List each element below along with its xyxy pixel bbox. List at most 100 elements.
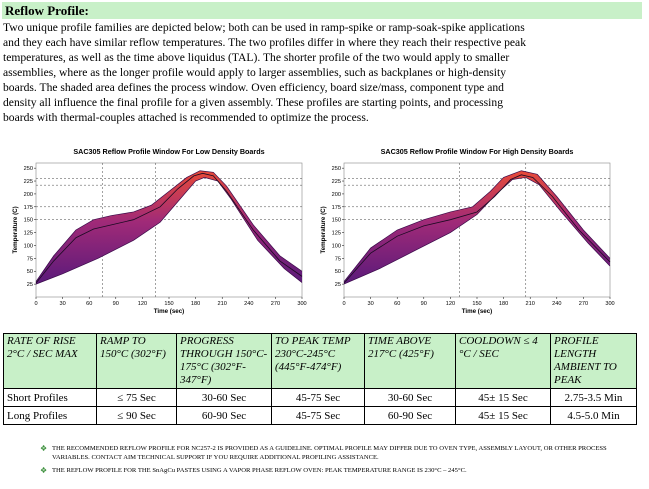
header-ramp: RAMP TO 150°C (302°F) [96, 333, 177, 389]
note-text: THE RECOMMENDED REFLOW PROFILE FOR NC257… [52, 445, 607, 461]
note-item: ❖ THE REFLOW PROFILE FOR THE SnAgCu PAST… [40, 466, 640, 475]
x-tick-label: 240 [552, 301, 561, 307]
table-row: Long Profiles ≤ 90 Sec 60-90 Sec 45-75 S… [3, 406, 637, 425]
table-cell: 4.5-5.0 Min [550, 406, 637, 425]
notes-list: ❖ THE RECOMMENDED REFLOW PROFILE FOR NC2… [40, 444, 640, 479]
intro-line: density all influence the final profile … [3, 96, 503, 109]
lower-limit-line [35, 177, 303, 285]
intro-line: assemblies, where as the longer profile … [3, 66, 507, 79]
x-tick-label: 150 [164, 301, 173, 307]
x-tick-label: 0 [342, 301, 345, 307]
x-tick-label: 30 [367, 301, 373, 307]
chart-title: SAC305 Reflow Profile Window For Low Den… [73, 147, 264, 156]
y-axis-label: Temperature (C) [12, 206, 19, 253]
table-cell: 45-75 Sec [271, 406, 365, 425]
x-axis-label: Time (sec) [462, 308, 493, 315]
table-row: Short Profiles ≤ 75 Sec 30-60 Sec 45-75 … [3, 388, 637, 407]
y-axis-label: Temperature (C) [320, 206, 327, 253]
table-cell: 30-60 Sec [176, 388, 272, 407]
table-cell: ≤ 75 Sec [96, 388, 177, 407]
intro-line: boards. The shaded area defines the proc… [3, 81, 504, 94]
intro-paragraph: Two unique profile families are depicted… [3, 20, 645, 125]
plot-area [343, 162, 611, 298]
x-tick-label: 300 [297, 301, 306, 307]
y-tick-label: 125 [24, 231, 33, 237]
y-tick-label: 250 [332, 166, 341, 172]
upper-limit-line [343, 170, 611, 282]
x-tick-label: 270 [579, 301, 588, 307]
diamond-bullet-icon: ❖ [40, 444, 48, 453]
chart-title: SAC305 Reflow Profile Window For High De… [381, 147, 574, 156]
profile-spec-table: RATE OF RISE 2°C / SEC MAX RAMP TO 150°C… [3, 333, 637, 425]
table-cell: 60-90 Sec [364, 406, 456, 425]
y-tick-label: 175 [332, 205, 341, 211]
intro-line: and they each have similar reflow temper… [3, 36, 526, 49]
y-tick-label: 150 [24, 218, 33, 224]
x-tick-label: 180 [191, 301, 200, 307]
y-tick-label: 225 [24, 179, 33, 185]
intro-line: Two unique profile families are depicted… [3, 21, 525, 34]
table-cell: 30-60 Sec [364, 388, 456, 407]
section-heading: Reflow Profile: [2, 2, 642, 19]
table-cell: Long Profiles [3, 406, 97, 425]
x-tick-label: 60 [394, 301, 400, 307]
x-tick-label: 270 [271, 301, 280, 307]
x-tick-label: 180 [499, 301, 508, 307]
table-cell: 60-90 Sec [176, 406, 272, 425]
header-progress: PROGRESS THROUGH 150°C-175°C (302°F-347°… [176, 333, 272, 389]
profile-line [343, 174, 611, 284]
header-time-above: TIME ABOVE 217°C (425°F) [364, 333, 456, 389]
y-tick-label: 50 [335, 269, 341, 275]
header-profile-length: PROFILE LENGTH AMBIENT TO PEAK [550, 333, 637, 389]
high-density-chart-svg: SAC305 Reflow Profile Window For High De… [320, 147, 615, 315]
table-header-row: RATE OF RISE 2°C / SEC MAX RAMP TO 150°C… [3, 333, 637, 389]
y-tick-label: 200 [24, 192, 33, 198]
y-tick-label: 100 [24, 243, 33, 249]
x-tick-label: 120 [138, 301, 147, 307]
y-tick-label: 100 [332, 243, 341, 249]
y-tick-label: 200 [332, 192, 341, 198]
x-tick-label: 90 [421, 301, 427, 307]
x-tick-label: 120 [446, 301, 455, 307]
y-tick-label: 150 [332, 218, 341, 224]
x-tick-label: 90 [113, 301, 119, 307]
intro-line: boards with thermal-couples attached is … [3, 111, 369, 124]
low-density-chart: SAC305 Reflow Profile Window For Low Den… [10, 145, 310, 320]
high-density-chart: SAC305 Reflow Profile Window For High De… [318, 145, 618, 320]
x-tick-label: 210 [526, 301, 535, 307]
y-tick-label: 175 [24, 205, 33, 211]
y-tick-label: 25 [335, 282, 341, 288]
table-cell: 45± 15 Sec [455, 406, 551, 425]
table-cell: Short Profiles [3, 388, 97, 407]
y-tick-label: 125 [332, 231, 341, 237]
y-tick-label: 250 [24, 166, 33, 172]
table-cell: 45-75 Sec [271, 388, 365, 407]
note-item: ❖ THE RECOMMENDED REFLOW PROFILE FOR NC2… [40, 444, 640, 462]
x-tick-label: 150 [472, 301, 481, 307]
x-tick-label: 300 [605, 301, 614, 307]
y-tick-label: 25 [27, 282, 33, 288]
y-tick-label: 75 [27, 256, 33, 262]
lower-limit-line [343, 177, 611, 285]
table-cell: 2.75-3.5 Min [550, 388, 637, 407]
x-axis-label: Time (sec) [154, 308, 185, 315]
header-rate-of-rise: RATE OF RISE 2°C / SEC MAX [3, 333, 97, 389]
table-cell: ≤ 90 Sec [96, 406, 177, 425]
x-tick-label: 60 [86, 301, 92, 307]
diamond-bullet-icon: ❖ [40, 466, 48, 475]
x-tick-label: 30 [59, 301, 65, 307]
upper-limit-line [35, 170, 303, 282]
low-density-chart-svg: SAC305 Reflow Profile Window For Low Den… [12, 147, 307, 315]
header-cooldown: COOLDOWN ≤ 4 °C / SEC [455, 333, 551, 389]
profile-line [35, 172, 303, 284]
header-to-peak: TO PEAK TEMP 230°C-245°C (445°F-474°F) [271, 333, 365, 389]
y-tick-label: 75 [335, 256, 341, 262]
y-tick-label: 50 [27, 269, 33, 275]
x-tick-label: 240 [244, 301, 253, 307]
x-tick-label: 0 [34, 301, 37, 307]
table-cell: 45± 15 Sec [455, 388, 551, 407]
x-tick-label: 210 [218, 301, 227, 307]
intro-line: temperatures, as well as the time above … [3, 51, 510, 64]
y-tick-label: 225 [332, 179, 341, 185]
note-text: THE REFLOW PROFILE FOR THE SnAgCu PASTES… [52, 467, 467, 474]
